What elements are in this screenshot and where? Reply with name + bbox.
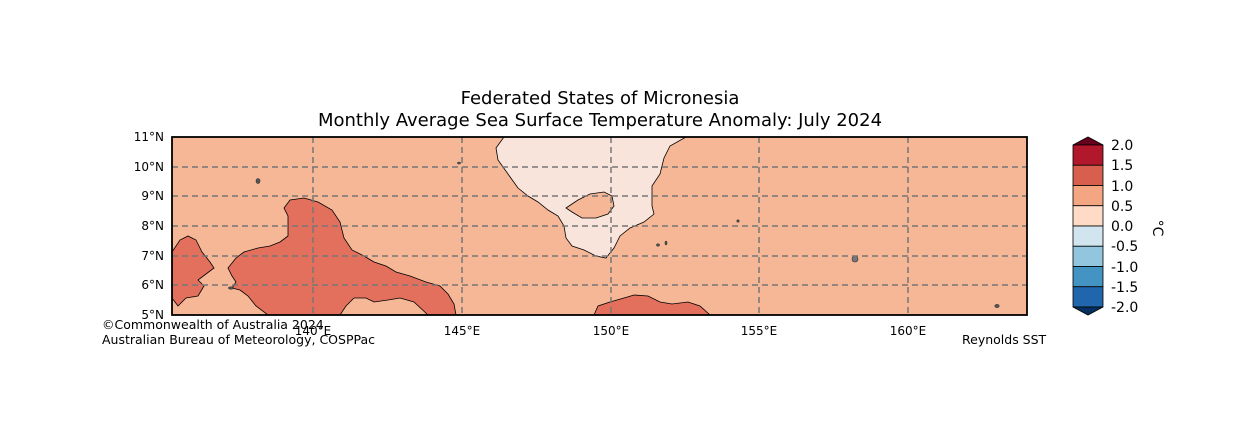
map-frame bbox=[171, 136, 1028, 316]
longitude-labels: 140°E 145°E 150°E 155°E 160°E bbox=[295, 324, 927, 338]
colorbar-segment bbox=[1072, 185, 1104, 207]
colorbar-extend-bottom bbox=[1072, 306, 1104, 316]
colorbar-tick: 1.5 bbox=[1111, 158, 1133, 174]
colorbar-tick-labels: 2.0 1.5 1.0 0.5 0.0 -0.5 -1.0 -1.5 -2.0 bbox=[1111, 138, 1138, 316]
data-source-label: Reynolds SST bbox=[962, 332, 1047, 347]
copyright-credit: ©Commonwealth of Australia 2024 bbox=[102, 317, 324, 332]
lon-label-145e: 145°E bbox=[444, 324, 481, 338]
lon-label-155e: 155°E bbox=[741, 324, 778, 338]
lon-label-140e: 140°E bbox=[295, 324, 332, 338]
lat-label-7n: 7°N bbox=[141, 249, 164, 263]
colorbar bbox=[1072, 136, 1104, 316]
lat-label-10n: 10°N bbox=[134, 160, 164, 174]
map-title-country: Federated States of Micronesia bbox=[460, 88, 740, 109]
colorbar-segment bbox=[1072, 266, 1104, 288]
map-title-subtitle: Monthly Average Sea Surface Temperature … bbox=[317, 110, 883, 131]
colorbar-tick: -1.0 bbox=[1111, 260, 1138, 276]
colorbar-tick: -0.5 bbox=[1111, 239, 1138, 255]
lon-label-160e: 160°E bbox=[890, 324, 927, 338]
colorbar-tick: -2.0 bbox=[1111, 300, 1138, 316]
agency-credit: Australian Bureau of Meteorology, COSPPa… bbox=[102, 332, 375, 347]
lat-label-11n: 11°N bbox=[134, 130, 164, 144]
colorbar-tick: 0.0 bbox=[1111, 219, 1133, 235]
colorbar-tick: -1.5 bbox=[1111, 280, 1138, 296]
colorbar-segment bbox=[1072, 245, 1104, 267]
colorbar-segment bbox=[1072, 164, 1104, 186]
colorbar-tick: 0.5 bbox=[1111, 199, 1133, 215]
colorbar-segment bbox=[1072, 225, 1104, 247]
map-panel bbox=[171, 136, 1028, 316]
lat-label-8n: 8°N bbox=[141, 219, 164, 233]
colorbar-segment bbox=[1072, 205, 1104, 227]
colorbar-tick: 1.0 bbox=[1111, 179, 1133, 195]
colorbar-segment bbox=[1072, 286, 1104, 308]
lat-label-5n: 5°N bbox=[141, 308, 164, 322]
islands bbox=[228, 161, 1000, 308]
lon-label-150e: 150°E bbox=[593, 324, 630, 338]
colorbar-extend-top bbox=[1072, 136, 1104, 146]
grid-lines bbox=[172, 137, 1027, 315]
colorbar-unit-label: °C bbox=[1149, 220, 1165, 237]
lat-label-6n: 6°N bbox=[141, 278, 164, 292]
colorbar-tick: 2.0 bbox=[1111, 138, 1133, 154]
south-warm-anomaly-region bbox=[593, 294, 712, 316]
latitude-labels: 11°N 10°N 9°N 8°N 7°N 6°N 5°N bbox=[134, 130, 164, 322]
colorbar-segment bbox=[1072, 144, 1104, 166]
lat-label-9n: 9°N bbox=[141, 189, 164, 203]
